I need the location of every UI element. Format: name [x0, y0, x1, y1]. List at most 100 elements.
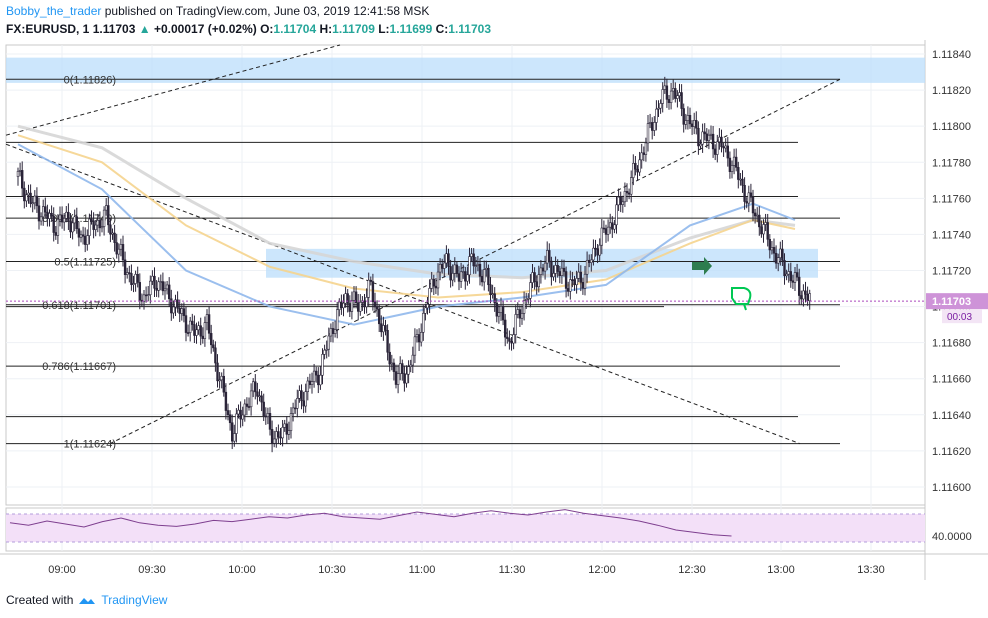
candle-body — [342, 302, 345, 309]
candle-body — [598, 244, 601, 256]
candle-body — [222, 375, 225, 393]
candle-body — [625, 191, 629, 194]
x-tick-label: 11:00 — [409, 564, 436, 576]
candle-body — [543, 262, 547, 272]
thumbs-up-icon — [731, 287, 752, 311]
candle-body — [707, 134, 711, 141]
candle-body — [615, 204, 618, 226]
candle-body — [690, 123, 694, 127]
fib-level-label: 0.618(1.11701) — [42, 300, 116, 312]
candle-body — [203, 322, 207, 339]
candle-body — [455, 264, 459, 274]
candle-body — [518, 309, 522, 319]
candle-body — [58, 214, 62, 220]
candle-body — [709, 133, 713, 136]
candle-body — [377, 309, 381, 325]
candle-body — [388, 351, 391, 365]
candle-body — [705, 133, 709, 141]
candle-body — [327, 335, 330, 350]
candle-body — [321, 354, 324, 376]
candle-body — [231, 422, 234, 442]
close-label: C: — [435, 22, 449, 36]
candle-body — [776, 257, 780, 264]
candle-body — [359, 302, 362, 312]
candle-body — [356, 302, 360, 312]
candle-body — [766, 222, 769, 240]
candle-body — [680, 92, 683, 109]
tradingview-cloud-icon — [79, 598, 96, 604]
candle-body — [153, 275, 156, 289]
candle-body — [98, 220, 102, 229]
candle-body — [296, 398, 299, 409]
candle-body — [642, 152, 646, 155]
candle-body — [562, 267, 566, 272]
candle-body — [466, 274, 469, 282]
candle-body — [126, 272, 129, 276]
x-tick-label: 12:30 — [678, 564, 706, 576]
candle-body — [728, 157, 732, 172]
candle-body — [529, 282, 532, 299]
candle-body — [312, 370, 316, 382]
candle-body — [363, 300, 366, 308]
candle-body — [453, 264, 456, 274]
candle-body — [77, 228, 81, 238]
candle-body — [758, 214, 761, 228]
candle-body — [749, 192, 753, 198]
last-price-tag-text: 1.11703 — [932, 296, 971, 308]
price-chart[interactable]: 09:00 09:30 10:00 10:30 11:00 11:30 12:00 12:30… — [0, 40, 988, 585]
candle-body — [594, 247, 597, 250]
candle-body — [604, 228, 608, 235]
candle-body — [718, 136, 721, 143]
candle-body — [695, 120, 698, 129]
rsi-level-label: 40.0000 — [932, 531, 972, 543]
chart-area[interactable]: 09:00 09:30 10:00 10:30 11:00 11:30 12:00 12:30… — [0, 40, 988, 585]
candle-body — [214, 347, 217, 364]
tradingview-link[interactable]: TradingView — [101, 593, 168, 607]
candle-body — [808, 293, 811, 302]
candle-body — [558, 271, 562, 276]
candle-body — [138, 282, 141, 301]
candle-body — [165, 284, 169, 290]
candle-body — [632, 163, 635, 178]
ohlc-legend: FX:EURUSD, 1 1.11703 ▲ +0.00017 (+0.02%)… — [6, 22, 491, 36]
candle-body — [548, 250, 551, 262]
author-link[interactable]: Bobby_the_trader — [6, 4, 102, 18]
candle-body — [592, 247, 595, 261]
candle-body — [510, 341, 513, 344]
candle-body — [772, 247, 776, 254]
candle-body — [298, 390, 301, 399]
candle-body — [352, 291, 356, 301]
candle-body — [587, 259, 591, 263]
candle-body — [41, 206, 45, 218]
candle-body — [86, 235, 89, 245]
candle-body — [678, 92, 681, 96]
candle-body — [94, 224, 97, 230]
x-tick-label: 10:00 — [228, 564, 256, 576]
candle-body — [541, 267, 545, 272]
candle-body — [256, 391, 259, 397]
candle-body — [243, 403, 246, 416]
candle-body — [115, 242, 118, 255]
candle-body — [445, 253, 448, 264]
x-tick-label: 10:30 — [318, 564, 346, 576]
candle-body — [300, 390, 303, 402]
candle-body — [226, 410, 230, 416]
candle-body — [674, 88, 677, 99]
candle-body — [745, 201, 748, 204]
candle-body — [289, 413, 293, 431]
candle-body — [422, 313, 425, 333]
candle-body — [121, 244, 125, 261]
candle-body — [665, 85, 669, 100]
candle-body — [659, 103, 662, 109]
candle-body — [583, 273, 587, 289]
candle-body — [743, 185, 746, 202]
candle-body — [23, 187, 26, 202]
candle-body — [56, 218, 60, 236]
ma-blue-line — [17, 143, 796, 326]
candle-body — [96, 220, 100, 226]
candle-body — [84, 235, 87, 245]
candle-body — [545, 250, 549, 264]
candle-body — [730, 165, 734, 172]
candle-body — [130, 273, 133, 285]
candle-body — [384, 325, 387, 331]
